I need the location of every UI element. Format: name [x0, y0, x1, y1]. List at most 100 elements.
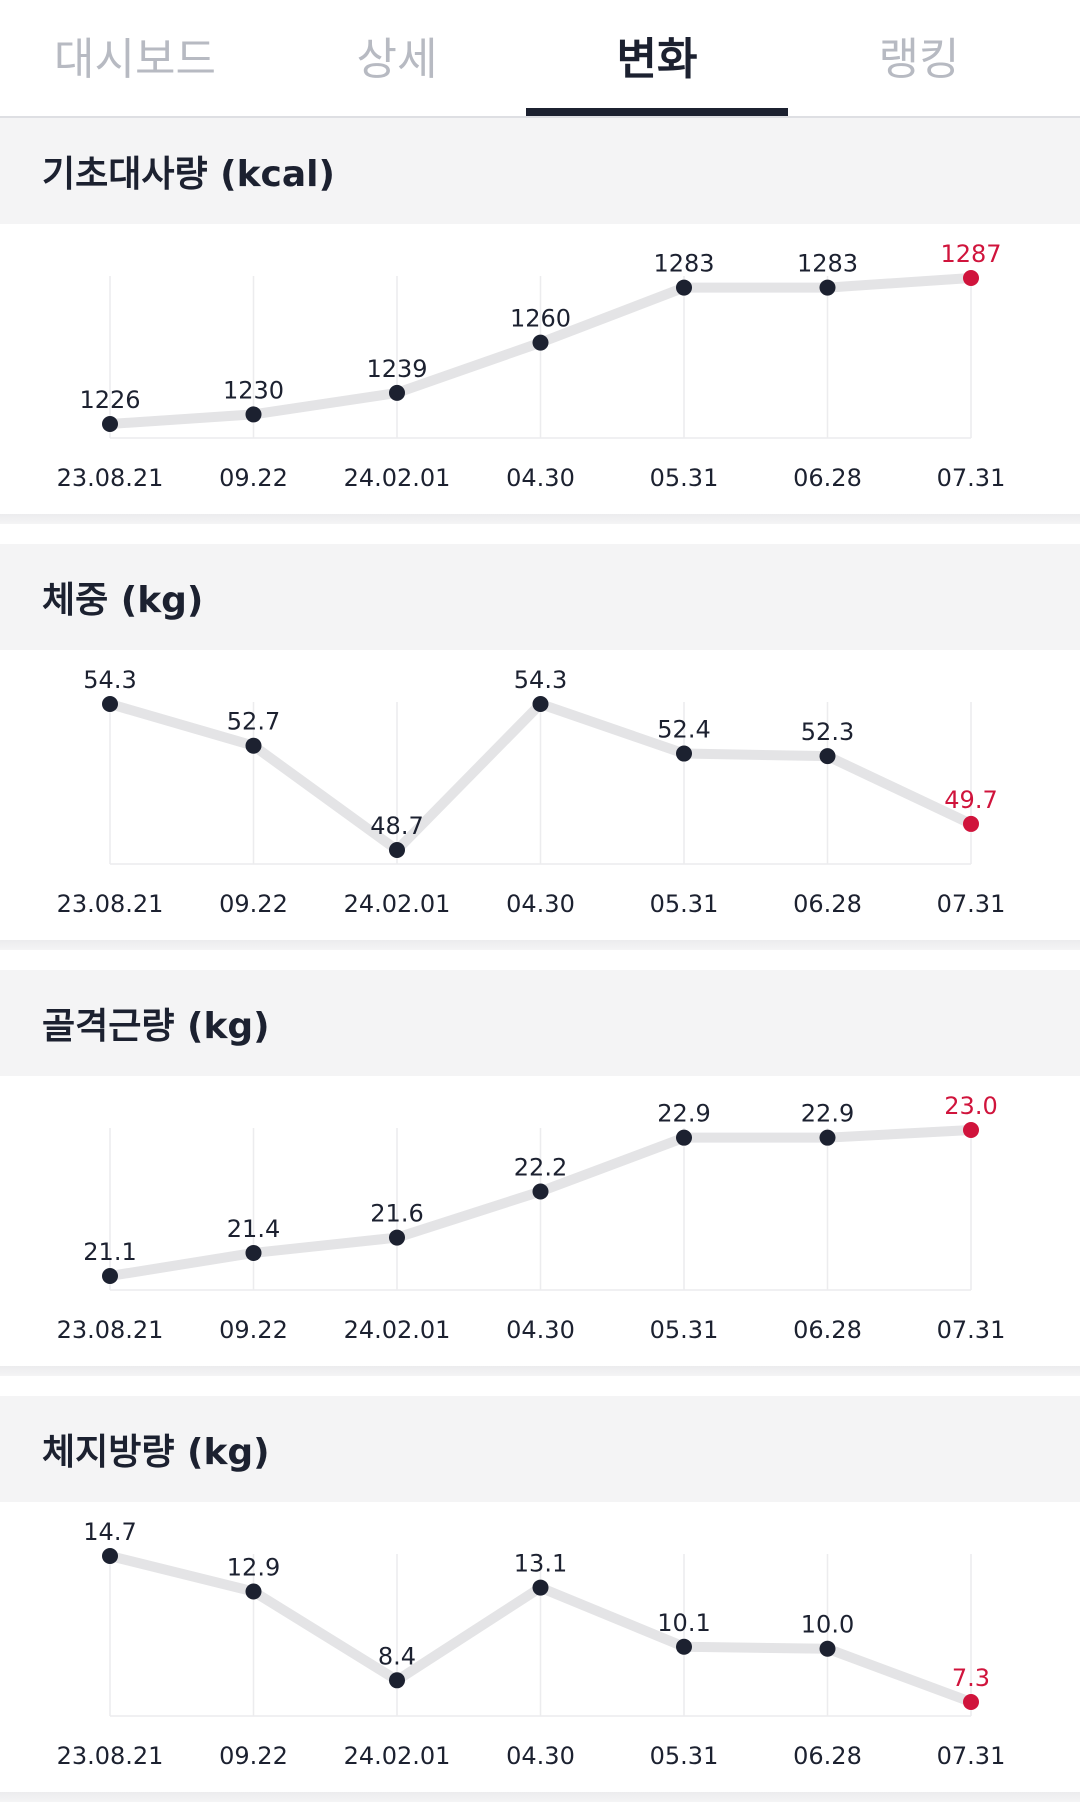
- x-tick-label: 09.22: [219, 1742, 288, 1770]
- x-tick-label: 07.31: [937, 1742, 1006, 1770]
- x-tick-label: 06.28: [793, 464, 862, 492]
- section-title-muscle: 골격근량 (kg): [0, 970, 1080, 1076]
- data-point: [245, 1244, 262, 1261]
- chart-weight: 54.3 52.7 48.7 54.3 52.4 52.3 49.7 23.08.21 09.2…: [57, 666, 1006, 918]
- data-point: [102, 1548, 118, 1564]
- data-point: [532, 334, 549, 351]
- section-title-weight: 체중 (kg): [0, 544, 1080, 650]
- chart-bmr: 1226 1230 1239 1260 1283 1283 1287 23.08.21 09.2…: [57, 240, 1006, 492]
- value-label: 10.1: [657, 1609, 710, 1637]
- value-label: 12.9: [227, 1554, 280, 1582]
- chart-card-weight: 54.3 52.7 48.7 54.3 52.4 52.3 49.7 23.08.21 09.2…: [0, 650, 1080, 940]
- x-tick-label: 05.31: [650, 1742, 719, 1770]
- card-divider: [0, 1792, 1080, 1802]
- data-point: [819, 279, 836, 296]
- value-label: 52.4: [657, 716, 710, 744]
- value-label: 21.1: [83, 1238, 136, 1266]
- x-tick-label: 04.30: [506, 1316, 575, 1344]
- data-point: [676, 1638, 692, 1655]
- data-point: [245, 737, 262, 754]
- tab-dashboard[interactable]: 대시보드: [54, 34, 216, 85]
- x-tick-label: 04.30: [506, 464, 575, 492]
- value-label: 21.4: [227, 1215, 280, 1243]
- latest-data-point: [963, 1694, 979, 1710]
- tab-bar: 대시보드 상세 변화 랭킹: [0, 0, 1080, 118]
- data-point: [102, 1268, 118, 1284]
- card-divider: [0, 940, 1080, 950]
- value-label: 52.7: [227, 708, 280, 736]
- x-tick-label: 24.02.01: [344, 890, 451, 918]
- value-label: 13.1: [514, 1550, 567, 1578]
- x-tick-label: 23.08.21: [57, 890, 164, 918]
- card-divider: [0, 514, 1080, 524]
- x-tick-label: 23.08.21: [57, 464, 164, 492]
- x-tick-label: 05.31: [650, 1316, 719, 1344]
- chart-muscle: 21.1 21.4 21.6 22.2 22.9 22.9 23.0 23.08.21 09.2…: [57, 1092, 1006, 1344]
- value-label: 1283: [653, 250, 714, 278]
- x-tick-label: 07.31: [937, 1316, 1006, 1344]
- value-label: 52.3: [801, 718, 854, 746]
- value-label: 22.9: [801, 1100, 854, 1128]
- x-tick-label: 05.31: [650, 890, 719, 918]
- value-label: 1226: [79, 386, 140, 414]
- value-label: 22.9: [657, 1100, 710, 1128]
- chart-body-fat: 14.7 12.9 8.4 13.1 10.1 10.0 7.3 23.08.21 09.22 2…: [57, 1518, 1006, 1770]
- data-point: [389, 842, 405, 858]
- x-tick-label: 09.22: [219, 464, 288, 492]
- latest-value-label: 7.3: [952, 1664, 990, 1692]
- latest-data-point: [963, 1122, 979, 1138]
- data-point: [676, 279, 692, 296]
- data-point: [819, 1640, 836, 1657]
- data-point: [389, 1672, 405, 1689]
- x-tick-label: 06.28: [793, 1742, 862, 1770]
- x-tick-label: 24.02.01: [344, 1742, 451, 1770]
- value-label: 54.3: [83, 666, 136, 694]
- value-label: 1283: [797, 250, 858, 278]
- data-point: [819, 748, 836, 765]
- x-tick-label: 04.30: [506, 890, 575, 918]
- data-point: [532, 1579, 549, 1596]
- value-label: 14.7: [83, 1518, 136, 1546]
- x-tick-label: 09.22: [219, 1316, 288, 1344]
- latest-data-point: [963, 270, 979, 286]
- data-point: [532, 1183, 549, 1200]
- value-label: 1260: [510, 305, 571, 333]
- x-tick-label: 05.31: [650, 464, 719, 492]
- active-tab-indicator: [526, 108, 788, 116]
- latest-value-label: 1287: [940, 240, 1001, 268]
- data-point: [676, 1129, 692, 1146]
- value-label: 1230: [223, 376, 284, 404]
- value-label: 54.3: [514, 666, 567, 694]
- x-tick-label: 23.08.21: [57, 1742, 164, 1770]
- data-point: [245, 1583, 262, 1600]
- value-label: 48.7: [370, 812, 423, 840]
- x-tick-label: 06.28: [793, 890, 862, 918]
- card-divider: [0, 1366, 1080, 1376]
- x-tick-label: 09.22: [219, 890, 288, 918]
- latest-value-label: 49.7: [944, 786, 997, 814]
- x-tick-label: 24.02.01: [344, 464, 451, 492]
- x-tick-label: 07.31: [937, 464, 1006, 492]
- data-point: [819, 1129, 836, 1146]
- x-tick-label: 23.08.21: [57, 1316, 164, 1344]
- x-tick-label: 06.28: [793, 1316, 862, 1344]
- tab-detail[interactable]: 상세: [356, 34, 438, 85]
- chart-card-bmr: 1226 1230 1239 1260 1283 1283 1287 23.08.21 09.2…: [0, 224, 1080, 514]
- data-point: [245, 406, 262, 423]
- data-point: [389, 1229, 405, 1246]
- value-label: 10.0: [801, 1611, 854, 1639]
- latest-data-point: [963, 815, 979, 832]
- chart-card-body-fat: 14.7 12.9 8.4 13.1 10.1 10.0 7.3 23.08.21 09.22 2…: [0, 1502, 1080, 1792]
- x-tick-label: 04.30: [506, 1742, 575, 1770]
- data-point: [532, 696, 549, 712]
- value-label: 8.4: [378, 1642, 416, 1670]
- x-tick-label: 07.31: [937, 890, 1006, 918]
- value-label: 21.6: [370, 1200, 423, 1228]
- tab-change[interactable]: 변화: [616, 34, 698, 85]
- value-label: 22.2: [514, 1153, 567, 1181]
- tab-ranking[interactable]: 랭킹: [878, 34, 960, 85]
- data-point: [676, 745, 692, 762]
- latest-value-label: 23.0: [944, 1092, 997, 1120]
- data-point: [102, 416, 118, 432]
- data-point: [389, 384, 405, 401]
